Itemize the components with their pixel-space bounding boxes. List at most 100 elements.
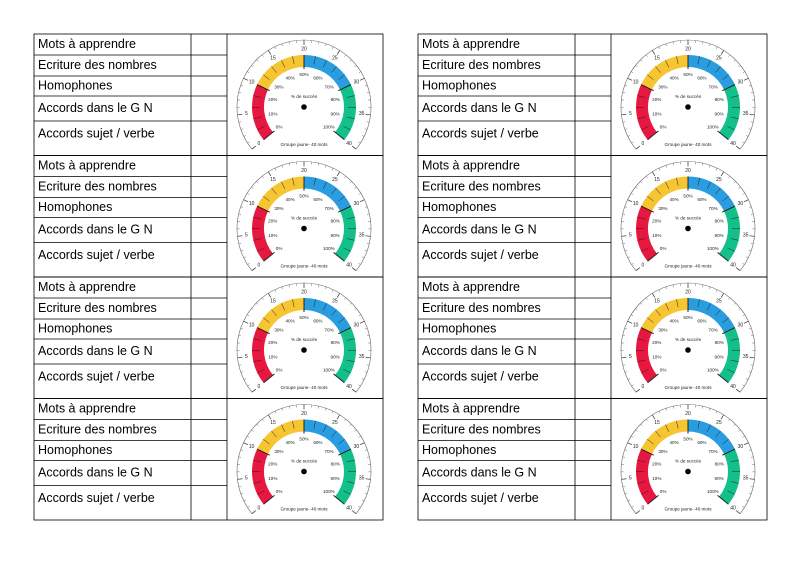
gauge-outer-label: 15 [270, 177, 276, 183]
gauge-outer-label: 35 [743, 354, 749, 360]
gauge-inner-label: 50% [299, 437, 308, 442]
gauge-tick [733, 302, 736, 305]
gauge-tick [359, 320, 365, 324]
gauge-tick [261, 419, 264, 422]
gauge-tick [243, 77, 249, 81]
gauge-tick [624, 449, 628, 451]
gauge-band-tick [665, 424, 670, 432]
gauge-band-tick [253, 216, 262, 220]
gauge-tick [358, 384, 361, 387]
gauge-tick [351, 510, 357, 514]
gauge-ring [236, 282, 372, 393]
gauge-tick [318, 163, 320, 166]
gauge-band-tick [730, 116, 739, 120]
gauge-band-tick [715, 309, 721, 316]
gauge-tick [631, 435, 634, 438]
gauge-tick [344, 176, 347, 179]
row-label: Accords sujet / verbe [422, 126, 539, 140]
gauge-band-tick [338, 196, 345, 202]
row-label: Mots à apprendre [38, 401, 136, 415]
gauge-tick [349, 302, 352, 305]
gauge-inner-label: 20% [268, 97, 277, 102]
gauge-inner-label: 100% [707, 124, 719, 129]
gauge-outer-label: 20 [685, 168, 691, 174]
gauge-tick [256, 59, 259, 62]
gauge-inner-label: 30% [658, 327, 667, 332]
gauge-band-tick [338, 74, 345, 80]
gauge-tick [742, 263, 745, 265]
gauge-band-tick [338, 84, 352, 92]
gauge-tick [658, 289, 661, 293]
gauge-tick [709, 165, 711, 168]
gauge-outer-label: 10 [249, 201, 255, 207]
gauge-tick [358, 314, 361, 317]
gauge-inner-label: 70% [324, 206, 333, 211]
gauge-outer-label: 25 [716, 177, 722, 183]
gauge-band-tick [263, 439, 270, 445]
gauge-band-tick [730, 481, 739, 484]
gauge-tick [631, 71, 634, 74]
gauge-pivot [301, 347, 307, 353]
row-label: Ecriture des nombres [422, 58, 541, 72]
gauge-tick [238, 213, 242, 215]
gauge-band-tick [322, 60, 327, 68]
gauge-ring [620, 161, 756, 271]
gauge-tick [622, 335, 626, 337]
gauge-band-tick [647, 252, 659, 262]
gauge-inner-label: 20% [652, 462, 661, 467]
gauge-band-tick [676, 177, 679, 186]
gauge-band [641, 298, 688, 333]
gauge-band-tick [346, 459, 355, 463]
row-label: Ecriture des nombres [38, 422, 157, 436]
gauge-tick [364, 327, 368, 330]
gauge-inner-label: 10% [652, 355, 661, 360]
gauge-tick [635, 308, 638, 311]
gauge-tick [359, 199, 365, 203]
gauge-outer-label: 20 [685, 411, 691, 417]
gauge-outer-label: 30 [354, 322, 360, 328]
gauge-tick [349, 181, 352, 184]
gauge-ring [236, 404, 372, 514]
gauge-tick [240, 371, 244, 373]
gauge-tick [720, 50, 725, 55]
gauge-footer: Groupe jaune- 40 mots [665, 142, 713, 147]
gauge-band-tick [715, 187, 721, 195]
gauge-inner-label: 20% [652, 340, 661, 345]
gauge-tick [344, 419, 347, 422]
gauge-tick [261, 297, 264, 300]
gauge-tick [624, 493, 628, 495]
gauge-inner-label: 50% [683, 315, 692, 320]
gauge-band-tick [257, 490, 265, 495]
gauge-tick [749, 356, 755, 359]
gauge-tick [624, 250, 628, 252]
row-label: Homophones [422, 443, 496, 457]
gauge-tick [635, 510, 641, 514]
gauge-band-tick [263, 317, 270, 323]
row-label: Accords sujet / verbe [38, 248, 155, 262]
gauge-tick [621, 356, 627, 359]
gauge-band-tick [637, 338, 646, 341]
gauge-tick [750, 213, 754, 215]
gauge-tick [622, 121, 626, 123]
gauge-band-tick [346, 216, 355, 220]
gauge-inner-label: 60% [313, 197, 322, 202]
row-label: Mots à apprendre [422, 37, 520, 51]
gauge-tick [336, 293, 341, 298]
gauge-outer-label: 5 [245, 233, 248, 239]
gauge-tick [738, 65, 741, 68]
gauge-tick [748, 371, 752, 373]
gauge-inner-label: 40% [669, 440, 678, 445]
gauge-tick [624, 371, 628, 373]
gauge-band-tick [333, 130, 345, 141]
row-label: Accords dans le G N [38, 465, 153, 479]
gauge-inner-label: 90% [331, 112, 340, 117]
gauge-band-tick [706, 60, 711, 68]
gauge-inner-label: 70% [708, 327, 717, 332]
gauge-tick [627, 135, 631, 137]
gauge-outer-label: 40 [346, 141, 352, 147]
gauge-tick [366, 121, 370, 123]
gauge-outer-label: 5 [629, 354, 632, 360]
gauge-tick [274, 289, 277, 293]
gauge-inner-label: 0% [276, 367, 283, 372]
gauge-inner-label: 40% [285, 75, 294, 80]
